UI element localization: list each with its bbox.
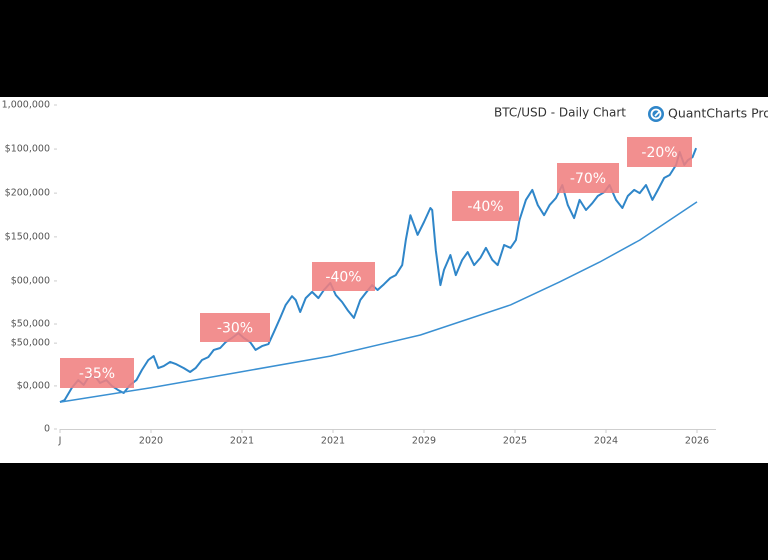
series-line (59, 147, 698, 404)
annotation-label: -70% (570, 171, 606, 187)
x-tick-label: 2029 (412, 436, 436, 447)
y-tick-label: 1,000,000 (2, 100, 50, 111)
drawdown-annotation: -20% (627, 137, 692, 167)
x-tick-label: 2020 (139, 436, 163, 447)
brand-logo (648, 106, 664, 122)
y-tick-label: $100,000 (5, 144, 50, 155)
annotation-label: -35% (79, 366, 115, 382)
y-tick-label: $50,000 (11, 319, 50, 330)
y-tick-label: $200,000 (5, 188, 50, 199)
drawdown-annotation: -35% (60, 358, 134, 388)
drawdown-annotation: -40% (312, 262, 375, 291)
drawdown-annotation: -70% (557, 163, 619, 193)
x-tick-label: J (58, 436, 62, 447)
x-tick-label: 2025 (503, 436, 527, 447)
annotation-box (452, 191, 519, 221)
annotation-box (200, 313, 270, 342)
annotation-label: -40% (467, 199, 503, 215)
annotation-label: -20% (641, 145, 677, 161)
annotation-box (557, 163, 619, 193)
chart-title: BTC/USD - Daily Chart (494, 106, 626, 120)
x-tick-label: 2021 (321, 436, 345, 447)
annotation-label: -40% (325, 270, 361, 286)
drawdown-annotation: -40% (452, 191, 519, 221)
annotation-label: -30% (217, 321, 253, 337)
y-tick-label: 0 (44, 424, 50, 435)
brand-name: QuantCharts Pro (668, 106, 768, 121)
x-tick-label: 2024 (594, 436, 618, 447)
y-tick-label: $0,000 (17, 380, 50, 391)
x-tick-label: 2021 (230, 436, 254, 447)
annotation-box (627, 137, 692, 167)
y-tick-label: $00,000 (11, 275, 50, 286)
annotation-box (60, 358, 134, 388)
annotation-box (312, 262, 375, 291)
drawdown-annotation: -30% (200, 313, 270, 342)
x-tick-label: 2026 (685, 436, 709, 447)
y-tick-label: $50,000 (11, 338, 50, 349)
series-line (59, 201, 698, 403)
y-tick-label: $150,000 (5, 231, 50, 242)
